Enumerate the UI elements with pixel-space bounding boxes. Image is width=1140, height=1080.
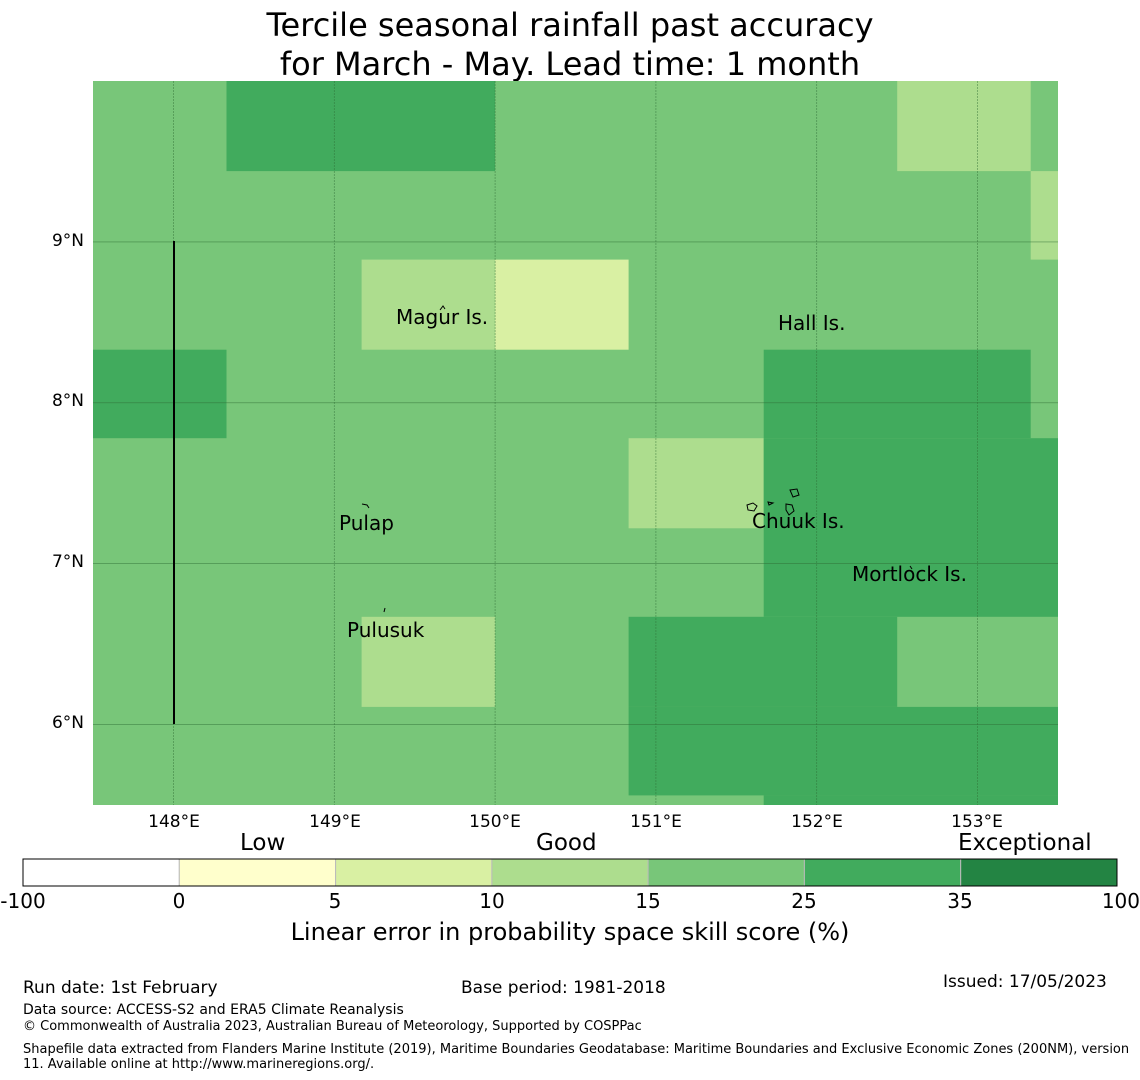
chart-title-line-1: Tercile seasonal rainfall past accuracy: [266, 6, 874, 44]
pulusuk-island-shape: [383, 607, 386, 613]
skill-region: [763, 795, 1058, 805]
lon-tick-label: 151°E: [630, 812, 682, 832]
skill-region: [763, 438, 1058, 617]
copyright: © Commonwealth of Australia 2023, Austra…: [23, 1019, 642, 1034]
skill-region: [628, 616, 898, 707]
skill-region: [1030, 171, 1058, 260]
chuuk-island-shape-2: [767, 501, 775, 506]
place-label-hall: Hall Is.: [778, 311, 846, 335]
colorbar-category-exceptional: Exceptional: [958, 830, 1092, 856]
colorbar-swatch: [22, 858, 180, 887]
colorbar-title: Linear error in probability space skill …: [290, 918, 850, 946]
island-outlines: [361, 305, 913, 613]
place-label-pulap: Pulap: [339, 511, 394, 535]
chuuk-island-shape-4: [785, 503, 795, 516]
colorbar-tick-label: 35: [947, 889, 973, 913]
colorbar: [22, 858, 1118, 887]
colorbar-category-good: Good: [536, 830, 597, 856]
data-source: Data source: ACCESS-S2 and ERA5 Climate …: [23, 1002, 404, 1018]
colorbar-swatch: [647, 858, 805, 887]
skill-region: [495, 259, 629, 350]
colorbar-tick-label: 15: [635, 889, 661, 913]
colorbar-frame: [22, 858, 1118, 887]
colorbar-tick-label: 0: [172, 889, 186, 913]
lon-tick-label: 148°E: [148, 812, 200, 832]
run-date: Run date: 1st February: [23, 978, 218, 998]
skill-region: [361, 259, 496, 350]
issued-date: Issued: 17/05/2023: [943, 972, 1107, 992]
chuuk-island-shape-1: [746, 502, 758, 512]
base-period: Base period: 1981-2018: [461, 978, 666, 998]
lon-tick-label: 152°E: [791, 812, 843, 832]
magur-island-shape: [439, 305, 446, 311]
chart-title-line-2: for March - May. Lead time: 1 month: [279, 45, 861, 83]
colorbar-tick-label: 25: [791, 889, 817, 913]
colorbar-swatch: [960, 858, 1118, 887]
colorbar-swatch: [803, 858, 962, 887]
place-label-pulusuk: Pulusuk: [347, 618, 425, 642]
lon-tick-label: 149°E: [309, 812, 361, 832]
skill-region: [628, 706, 1058, 796]
skill-region: [93, 349, 227, 439]
skill-region: [226, 81, 496, 172]
lon-tick-label: 150°E: [469, 812, 521, 832]
place-label-chuuk: Chuuk Is.: [752, 509, 845, 533]
colorbar-swatch: [491, 858, 649, 887]
colorbar-category-low: Low: [240, 830, 286, 856]
colorbar-tick-label: 10: [479, 889, 505, 913]
colorbar-tick-label: 100: [1101, 889, 1140, 913]
colorbar-tick-label: 5: [328, 889, 342, 913]
mortlock-island-shape: [909, 565, 913, 570]
chuuk-island-shape-3: [789, 488, 800, 498]
lat-tick-label: 7°N: [51, 552, 84, 572]
skill-region: [763, 349, 1031, 439]
shapefile-credit: Shapefile data extracted from Flanders M…: [23, 1042, 1130, 1072]
colorbar-swatch: [178, 858, 337, 887]
skill-grid: [93, 81, 1058, 805]
skill-region: [628, 438, 764, 529]
place-label-magur: Magur Is.: [396, 305, 489, 329]
place-label-mortlock: Mortlock Is.: [852, 562, 967, 586]
lat-tick-label: 9°N: [51, 231, 84, 251]
lat-tick-label: 8°N: [51, 391, 84, 411]
skill-region: [897, 81, 1031, 172]
pulap-island-shape: [361, 503, 370, 509]
skill-region: [361, 616, 496, 707]
colorbar-tick-label: -100: [0, 889, 46, 913]
lon-tick-label: 153°E: [951, 812, 1003, 832]
colorbar-swatch: [335, 858, 493, 887]
lat-tick-label: 6°N: [51, 713, 84, 733]
